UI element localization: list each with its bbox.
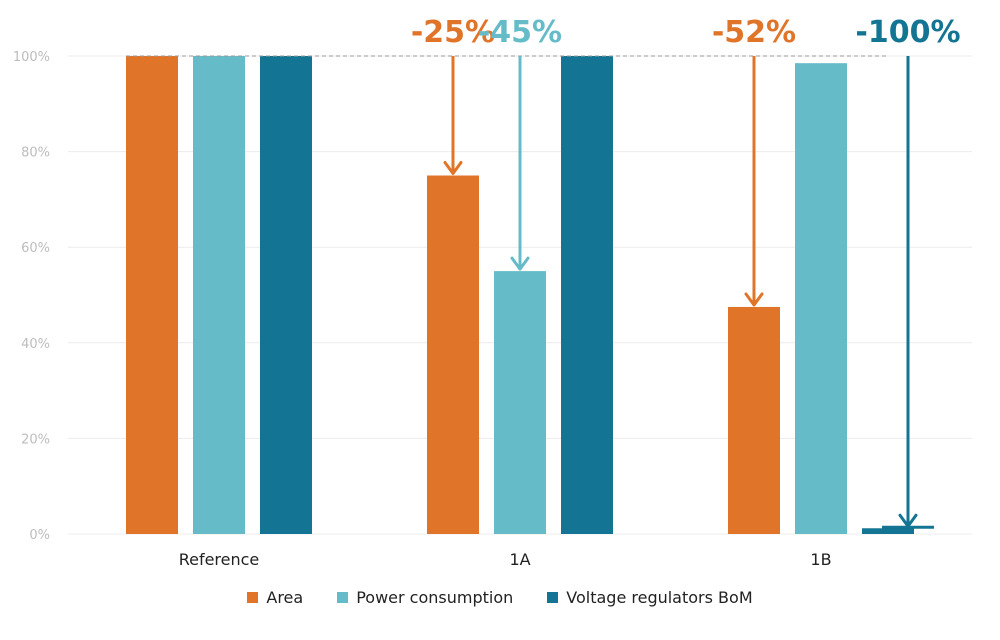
legend-label: Voltage regulators BoM — [566, 588, 753, 607]
legend-label: Area — [266, 588, 304, 607]
bar — [126, 56, 178, 534]
x-category-label: 1A — [509, 550, 530, 569]
y-tick-label: 40% — [21, 337, 50, 352]
arrow-head — [510, 256, 530, 271]
y-tick-label: 20% — [21, 432, 50, 447]
legend-item: Area — [247, 588, 303, 607]
y-tick-label: 60% — [21, 241, 50, 256]
annotation-label: -100% — [855, 15, 960, 50]
bars — [126, 56, 914, 535]
legend: Area Power consumption Voltage regulators … — [0, 588, 1000, 607]
x-category-label: Reference — [179, 550, 260, 569]
bar — [193, 56, 245, 534]
arrow-head — [443, 161, 463, 175]
y-tick-label: 80% — [21, 146, 50, 161]
legend-swatch — [337, 592, 349, 603]
bar — [561, 56, 613, 534]
x-axis: Reference 1A 1B — [179, 550, 832, 569]
bar — [795, 63, 847, 535]
annotation-arrow: -25% — [411, 15, 495, 175]
y-axis: 0% 20% 40% 60% 80% 100% — [13, 50, 50, 543]
bar — [260, 56, 312, 534]
annotation-arrow: -100% — [855, 15, 961, 529]
legend-label: Power consumption — [356, 588, 514, 607]
bar — [862, 528, 914, 534]
annotation-label: -25% — [411, 15, 495, 50]
annotation-arrow: -52% — [712, 15, 796, 307]
annotation-label: -45% — [478, 15, 562, 50]
bar — [494, 271, 546, 534]
annotation-arrow: -45% — [478, 15, 562, 271]
arrow-head — [744, 292, 764, 307]
legend-item: Power consumption — [337, 588, 513, 607]
y-tick-label: 100% — [13, 50, 50, 65]
x-category-label: 1B — [810, 550, 831, 569]
bar — [728, 306, 780, 534]
legend-swatch — [247, 592, 259, 603]
annotation-label: -52% — [712, 15, 796, 50]
bar — [427, 175, 479, 534]
y-tick-label: 0% — [29, 528, 50, 543]
annotations: -25%-45% -52% -100% — [411, 15, 961, 529]
legend-item: Voltage regulators BoM — [547, 588, 753, 607]
legend-swatch — [547, 592, 559, 603]
